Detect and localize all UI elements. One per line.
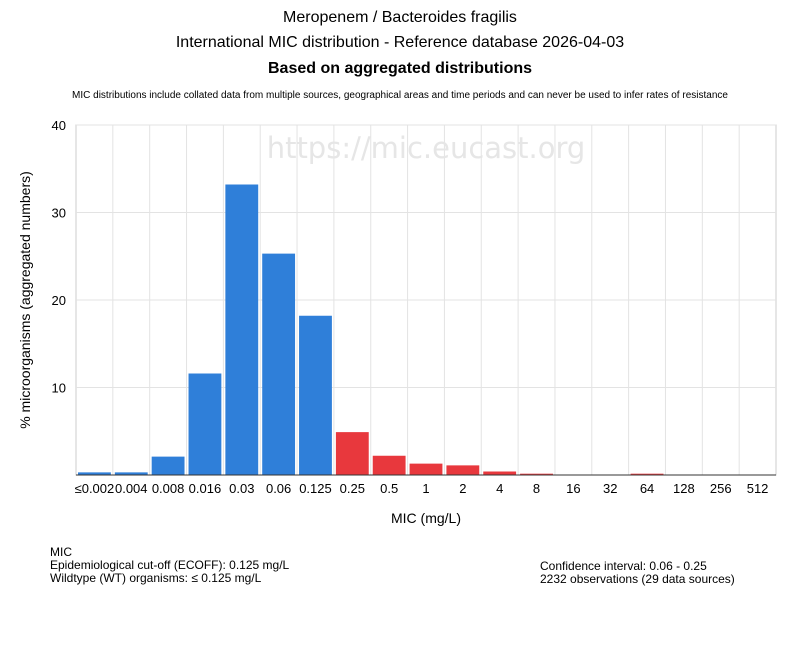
bar-4 [225, 184, 259, 475]
footer-observations: 2232 observations (29 data sources) [540, 572, 735, 586]
x-tick-label: 128 [673, 481, 695, 496]
x-tick-label: 0.5 [380, 481, 398, 496]
bar-2 [151, 456, 185, 475]
x-axis-label: MIC (mg/L) [391, 510, 461, 526]
footer-left: MIC Epidemiological cut-off (ECOFF): 0.1… [50, 546, 289, 585]
bar-15 [630, 473, 664, 475]
x-tick-label: 0.016 [189, 481, 222, 496]
y-axis-label: % microorganisms (aggregated numbers) [17, 171, 33, 429]
x-tick-label: 4 [496, 481, 503, 496]
x-tick-label: 32 [603, 481, 617, 496]
chart-title-line1: Meropenem / Bacteroides fragilis [283, 9, 517, 26]
bar-1 [114, 472, 148, 475]
chart-title-line3: Based on aggregated distributions [267, 60, 533, 77]
y-tick-label: 10 [52, 381, 66, 396]
y-tick-label: 30 [52, 206, 66, 221]
x-tick-label: 0.03 [229, 481, 254, 496]
footer-ecoff: Epidemiological cut-off (ECOFF): 0.125 m… [50, 558, 290, 572]
x-tick-label: 0.125 [299, 481, 332, 496]
x-tick-label: 64 [640, 481, 654, 496]
bar-11 [483, 471, 517, 475]
x-tick-label: 16 [566, 481, 580, 496]
footer-mic-heading: MIC [50, 545, 72, 559]
x-tick-label: 1 [422, 481, 429, 496]
x-tick-label: 512 [747, 481, 769, 496]
x-tick-label: 0.25 [340, 481, 365, 496]
x-tick-label: 256 [710, 481, 732, 496]
chart-title-line2: International MIC distribution - Referen… [175, 34, 625, 51]
bar-0 [78, 472, 111, 475]
bar-9 [409, 463, 443, 475]
footer-confidence-interval: Confidence interval: 0.06 - 0.25 [540, 559, 707, 573]
y-tick-label: 20 [52, 293, 66, 308]
footer-right: Confidence interval: 0.06 - 0.25 2232 ob… [540, 560, 735, 586]
bar-12 [520, 473, 553, 475]
bar-6 [299, 315, 332, 475]
y-tick-label: 40 [52, 118, 66, 133]
x-tick-label: 0.06 [266, 481, 291, 496]
bar-3 [188, 373, 222, 475]
bar-5 [262, 253, 296, 475]
x-tick-label: 0.008 [152, 481, 185, 496]
footer-wildtype: Wildtype (WT) organisms: ≤ 0.125 mg/L [50, 571, 262, 585]
x-tick-label: 2 [459, 481, 466, 496]
x-tick-label: 0.004 [115, 481, 148, 496]
x-tick-label: ≤0.002 [75, 481, 115, 496]
bar-10 [446, 465, 480, 475]
watermark-text: https://mic.eucast.org [267, 131, 586, 165]
bar-8 [372, 455, 406, 475]
bar-7 [335, 432, 369, 475]
x-tick-label: 8 [533, 481, 540, 496]
disclaimer-text: MIC distributions include collated data … [72, 90, 728, 101]
